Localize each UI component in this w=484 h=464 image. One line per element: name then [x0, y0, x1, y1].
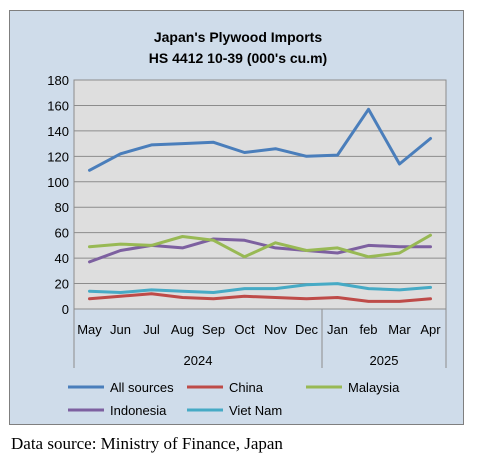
x-tick-label: Nov [264, 322, 288, 337]
x-tick-label: Jul [143, 322, 160, 337]
y-tick-label: 80 [55, 200, 69, 215]
x-tick-label: May [77, 322, 102, 337]
series-line-viet-nam [88, 282, 432, 294]
x-tick-label: Aug [171, 322, 194, 337]
x-tick-label: feb [359, 322, 377, 337]
legend-label: Viet Nam [229, 403, 282, 418]
x-tick-label: Dec [295, 322, 319, 337]
chart-title: Japan's Plywood Imports [154, 29, 322, 45]
series-line-all-sources [88, 107, 432, 172]
plot-area [73, 79, 447, 310]
y-tick-label: 60 [55, 226, 69, 241]
x-group-label: 2024 [184, 353, 213, 368]
line-chart: Japan's Plywood Imports HS 4412 10-39 (0… [47, 29, 447, 418]
y-tick-label: 20 [55, 277, 69, 292]
x-group-label: 2025 [370, 353, 399, 368]
y-tick-label: 140 [47, 124, 69, 139]
chart-frame: Japan's Plywood Imports HS 4412 10-39 (0… [9, 10, 464, 425]
x-tick-label: Mar [388, 322, 411, 337]
chart-subtitle: HS 4412 10-39 (000's cu.m) [149, 50, 327, 66]
series-line-china [88, 292, 432, 303]
x-tick-label: Sep [202, 322, 225, 337]
x-tick-label: Jun [110, 322, 131, 337]
legend-label: All sources [110, 380, 174, 395]
x-tick-label: Oct [234, 322, 255, 337]
legend-label: Malaysia [348, 380, 400, 395]
y-tick-label: 180 [47, 73, 69, 88]
source-note: Data source: Ministry of Finance, Japan [11, 434, 283, 453]
y-tick-label: 40 [55, 251, 69, 266]
y-tick-label: 160 [47, 98, 69, 113]
x-tick-label: Apr [420, 322, 441, 337]
y-tick-label: 120 [47, 149, 69, 164]
y-tick-label: 100 [47, 175, 69, 190]
x-tick-label: Jan [327, 322, 348, 337]
legend-label: China [229, 380, 264, 395]
legend-label: Indonesia [110, 403, 167, 418]
y-tick-label: 0 [62, 302, 69, 317]
series-line-malaysia [88, 233, 432, 259]
